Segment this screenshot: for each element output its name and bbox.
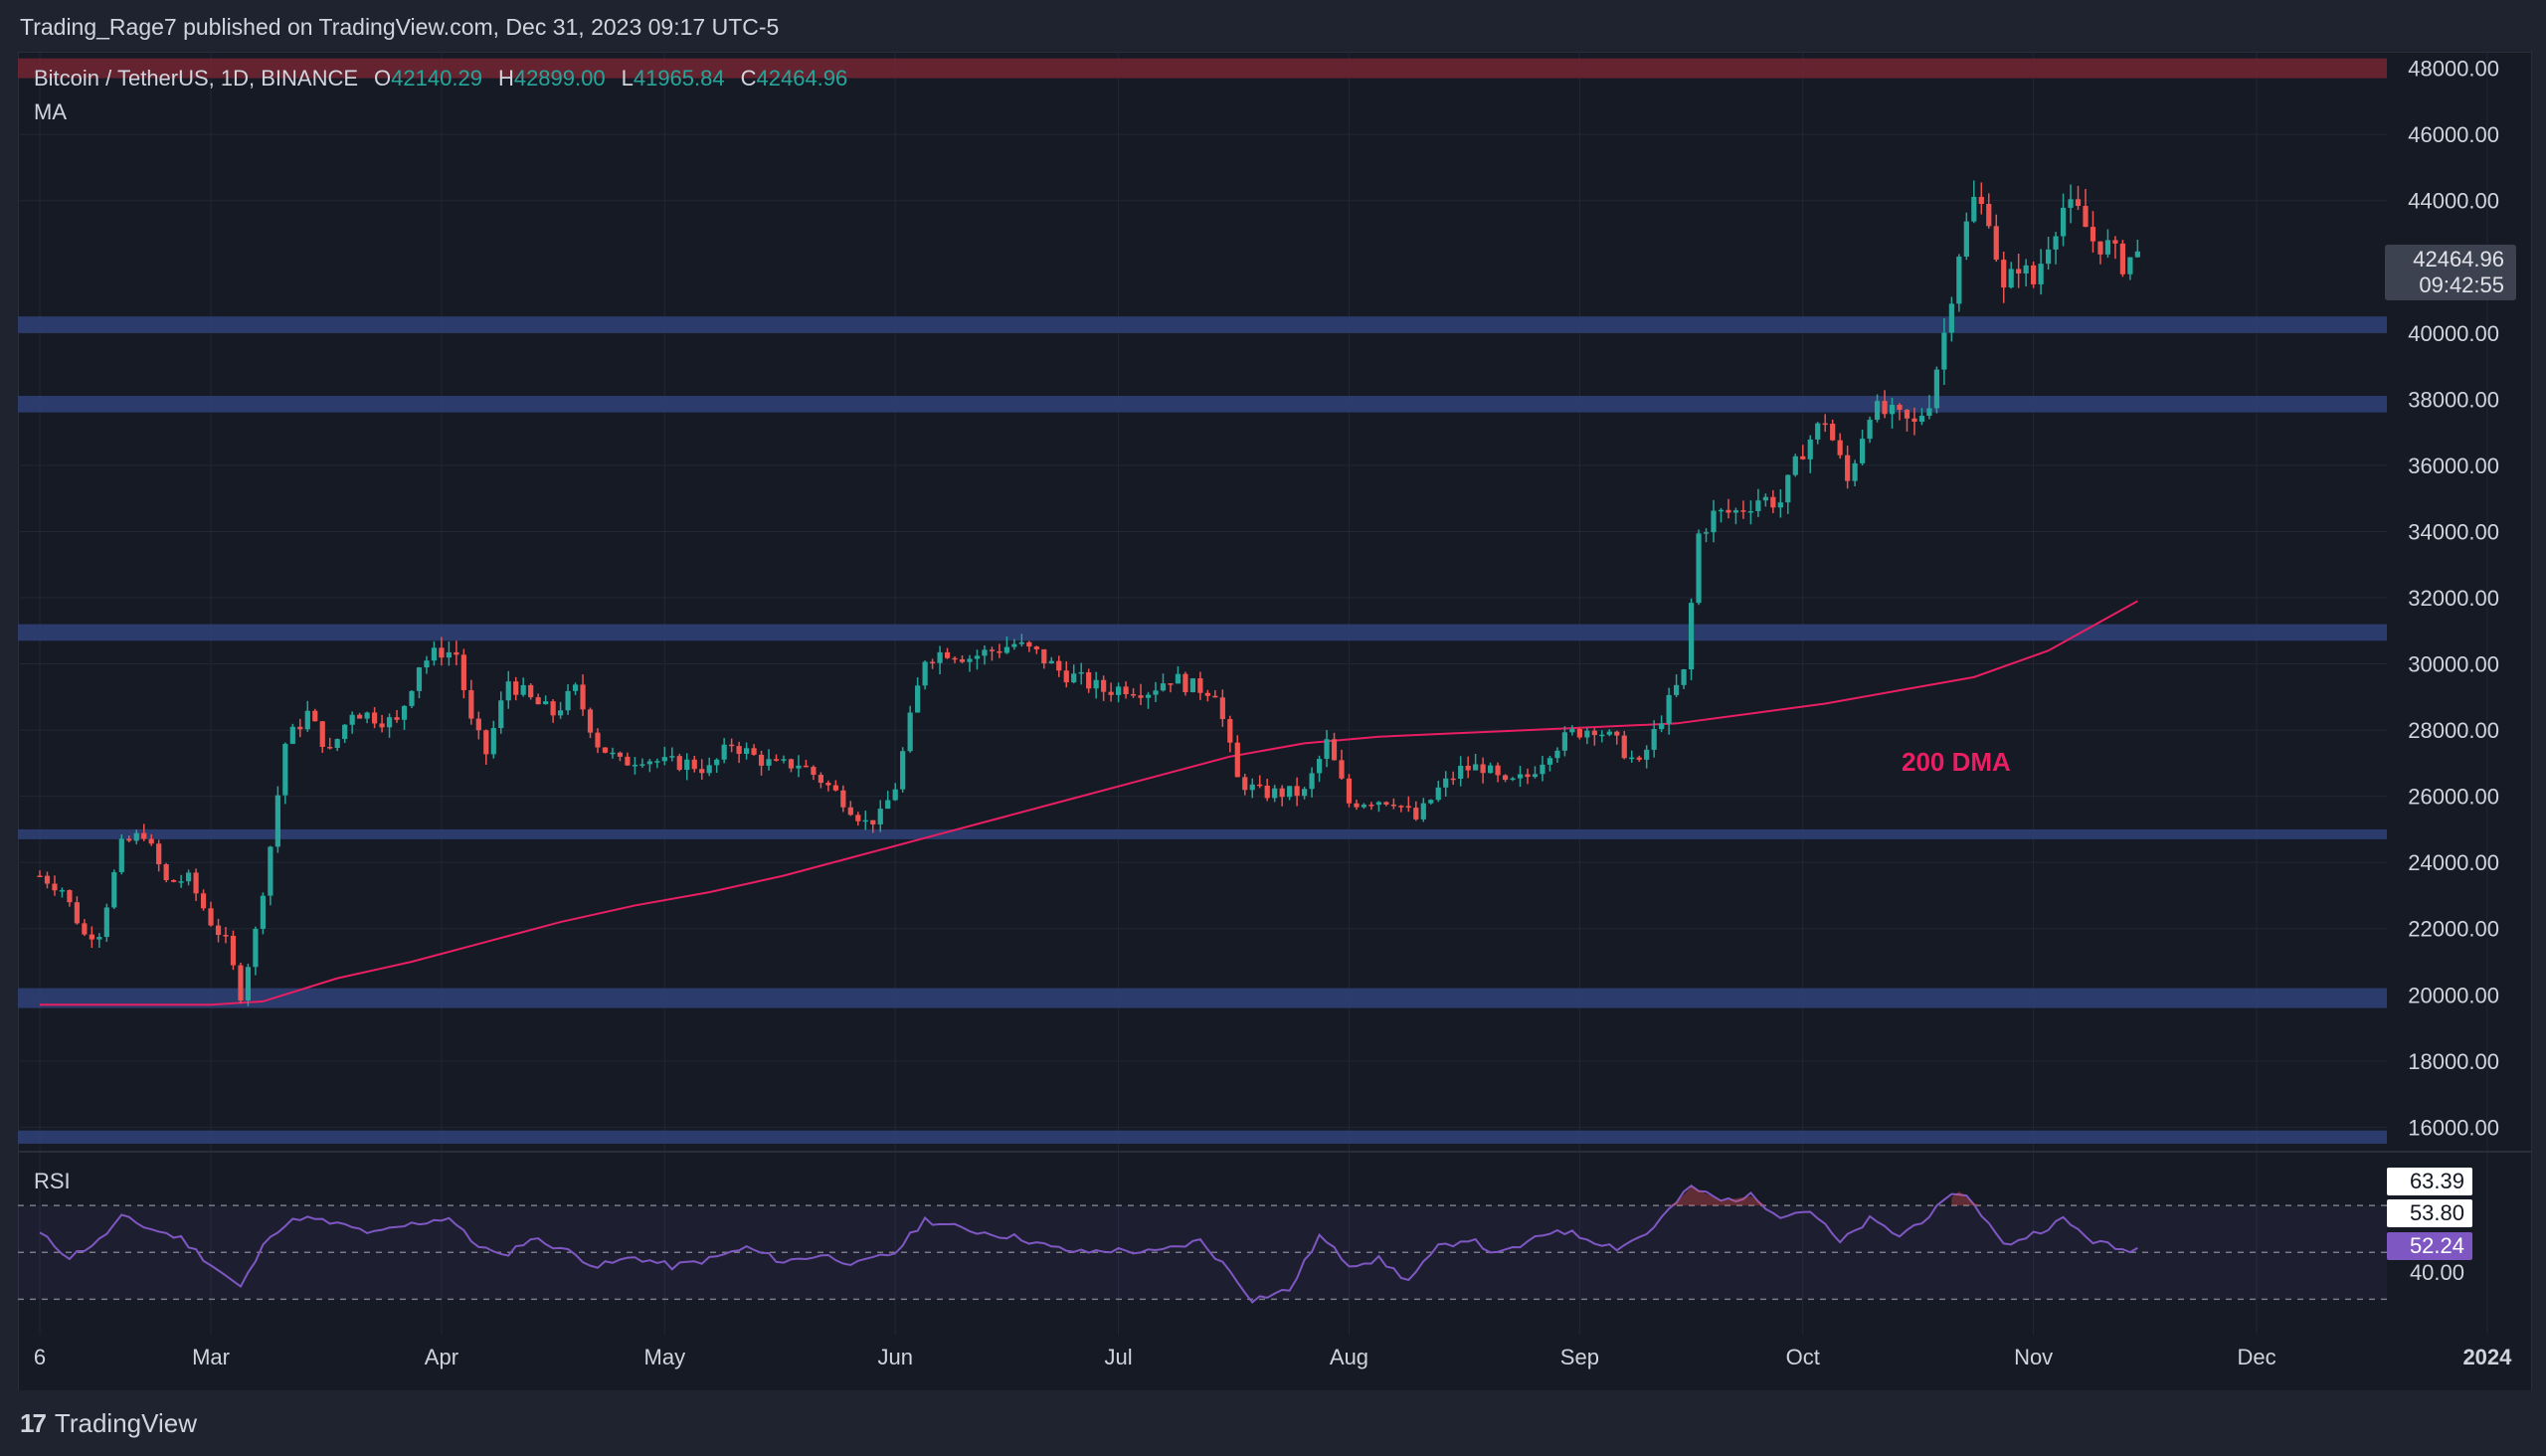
chart-frame[interactable] (18, 52, 2532, 1392)
rsi-indicator-label[interactable]: RSI (34, 1169, 71, 1193)
low-label: L (621, 66, 634, 91)
close-label: C (740, 66, 757, 91)
symbol-name: Bitcoin / TetherUS, 1D, BINANCE (34, 66, 359, 91)
tradingview-logo[interactable]: 17 TradingView (20, 1408, 197, 1439)
rsi-badge-low: 40.00 (2409, 1260, 2464, 1285)
footer-bar (0, 1390, 2546, 1456)
high-label: H (497, 66, 514, 91)
bar-countdown: 09:42:55 (2419, 273, 2504, 297)
rsi-badge-current: 52.24 (2387, 1232, 2472, 1260)
open-label: O (374, 66, 392, 91)
last-price-badge: 42464.96 09:42:55 (2385, 245, 2516, 300)
header-bar: Trading_Rage7 published on TradingView.c… (0, 0, 2546, 52)
rsi-badge-mid: 53.80 (2387, 1199, 2472, 1227)
symbol-legend[interactable]: Bitcoin / TetherUS, 1D, BINANCE O 42140.2… (34, 66, 847, 91)
publish-line: Trading_Rage7 published on TradingView.c… (20, 14, 780, 40)
last-price: 42464.96 (2413, 247, 2504, 272)
rsi-badge-top: 63.39 (2387, 1168, 2472, 1195)
ma-indicator-label[interactable]: MA (34, 99, 67, 124)
tradingview-logo-text: TradingView (54, 1408, 197, 1438)
tradingview-logo-icon: 17 (20, 1408, 47, 1438)
open-value: 42140.29 (391, 66, 482, 91)
close-value: 42464.96 (756, 66, 848, 91)
low-value: 41965.84 (633, 66, 725, 91)
high-value: 42899.00 (513, 66, 606, 91)
